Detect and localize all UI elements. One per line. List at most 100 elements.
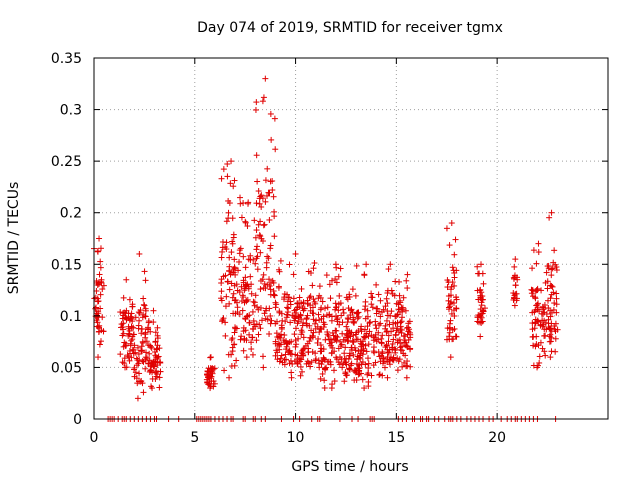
data-point (375, 349, 382, 356)
data-point (337, 265, 344, 272)
data-point (534, 287, 541, 294)
data-point (254, 304, 261, 311)
data-point (243, 354, 250, 361)
data-point (364, 307, 371, 314)
data-point (256, 195, 263, 202)
data-point (542, 319, 549, 326)
data-point (373, 338, 380, 345)
data-point (229, 294, 236, 301)
data-point (305, 345, 312, 352)
data-point (394, 367, 401, 374)
data-point (543, 326, 550, 333)
data-point (333, 354, 340, 361)
data-point (272, 299, 279, 306)
data-point (453, 294, 460, 301)
data-point (207, 354, 214, 361)
data-point (328, 277, 335, 284)
data-point (323, 272, 330, 279)
data-point (369, 304, 376, 311)
data-point (512, 282, 519, 289)
data-point (394, 325, 401, 332)
data-point (283, 338, 290, 345)
data-point (535, 240, 542, 247)
data-point (269, 177, 276, 184)
data-point (547, 338, 554, 345)
data-point (117, 351, 124, 358)
data-point (324, 304, 331, 311)
data-point (278, 322, 285, 329)
data-point (529, 265, 536, 272)
data-point (533, 302, 540, 309)
data-point (353, 262, 360, 269)
data-point (119, 332, 126, 339)
data-point (243, 337, 250, 344)
data-point (139, 339, 146, 346)
data-point (278, 352, 285, 359)
data-point (548, 209, 555, 216)
data-point (367, 319, 374, 326)
data-point (226, 263, 233, 270)
data-point (96, 325, 103, 332)
grid-lines (94, 58, 608, 419)
data-point (262, 75, 269, 82)
data-point (296, 294, 303, 301)
data-point (224, 278, 231, 285)
data-point (140, 301, 147, 308)
data-point (224, 161, 231, 168)
data-point (451, 282, 458, 289)
data-point (312, 350, 319, 357)
data-point (530, 247, 537, 254)
data-point (340, 360, 347, 367)
data-point (266, 330, 273, 337)
data-point (307, 363, 314, 370)
data-point (340, 309, 347, 316)
data-point (448, 283, 455, 290)
data-point (401, 337, 408, 344)
data-point (359, 359, 366, 366)
data-point (307, 293, 314, 300)
data-point (343, 361, 350, 368)
data-point (347, 362, 354, 369)
data-point (360, 333, 367, 340)
data-point (97, 258, 104, 265)
data-point (340, 336, 347, 343)
data-point (479, 293, 486, 300)
data-point (387, 312, 394, 319)
data-point (317, 348, 324, 355)
data-point (253, 321, 260, 328)
data-point (97, 245, 104, 252)
data-point (242, 316, 249, 323)
data-point (240, 294, 247, 301)
data-point (267, 291, 274, 298)
data-point (119, 310, 126, 317)
data-point (251, 299, 258, 306)
data-point (335, 359, 342, 366)
data-point (348, 344, 355, 351)
data-point (231, 329, 238, 336)
data-point (277, 355, 284, 362)
data-point (299, 368, 306, 375)
data-point (135, 360, 142, 367)
data-point (228, 280, 235, 287)
data-point (328, 385, 335, 392)
data-point (338, 356, 345, 363)
data-point (96, 341, 103, 348)
data-point (249, 334, 256, 341)
data-point (407, 363, 414, 370)
data-point (338, 341, 345, 348)
data-point (255, 188, 262, 195)
data-point (222, 332, 229, 339)
data-point (384, 374, 391, 381)
data-point (361, 271, 368, 278)
data-point (140, 389, 147, 396)
data-point (268, 317, 275, 324)
data-point (291, 331, 298, 338)
data-point (239, 307, 246, 314)
data-point (134, 344, 141, 351)
data-point (152, 339, 159, 346)
data-point (243, 282, 250, 289)
data-point (218, 254, 225, 261)
data-point (355, 371, 362, 378)
data-point (308, 359, 315, 366)
data-point (292, 337, 299, 344)
